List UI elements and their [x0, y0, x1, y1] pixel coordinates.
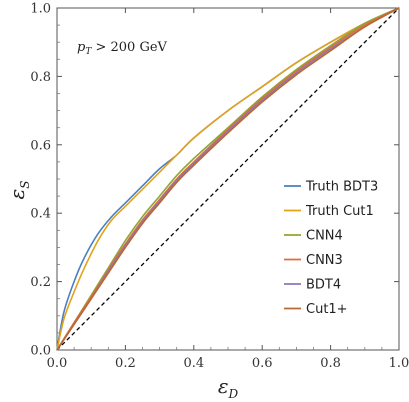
x-tick-label: 0.2 [115, 356, 136, 371]
legend-label-truth-bdt3: Truth BDT3 [305, 180, 378, 195]
series-line-cnn4 [56, 7, 400, 351]
legend-label-truth-cut1: Truth Cut1 [305, 204, 374, 219]
y-tick-labels: 0.0 0.2 0.4 0.6 0.8 1.0 [30, 2, 51, 359]
y-tick-label: 0.8 [30, 70, 51, 85]
legend-label-cnn3: CNN3 [306, 253, 343, 268]
series-line-truth-cut1 [56, 7, 400, 351]
annotation-rest: > 200 GeV [91, 40, 167, 55]
series-lines [56, 7, 400, 351]
series-line-cnn3 [56, 7, 400, 351]
x-tick-labels: 0.0 0.2 0.4 0.6 0.8 1.0 [47, 356, 409, 371]
legend-label-cut1: Cut1+ [306, 302, 348, 317]
pt-cut-annotation: pT > 200 GeV [77, 40, 168, 57]
x-tick-label: 0.0 [47, 356, 68, 371]
series-line-cut1 [56, 7, 400, 351]
x-axis-label-symbol: ε [218, 374, 229, 398]
legend-label-cnn4: CNN4 [306, 229, 343, 244]
legend: Truth BDT3 Truth Cut1 CNN4 CNN3 BDT4 Cut1+ [284, 180, 378, 317]
x-tick-label: 0.4 [183, 356, 204, 371]
y-tick-label: 0.4 [30, 207, 51, 222]
annotation-p: p [77, 40, 86, 55]
annotation-sub: T [85, 47, 92, 57]
y-axis-label-sub: S [18, 181, 32, 189]
y-tick-label: 0.2 [30, 275, 51, 290]
x-tick-label: 1.0 [389, 356, 409, 371]
y-axis-label-symbol: ε [5, 189, 29, 200]
y-tick-label: 0.0 [30, 344, 51, 359]
y-axis-label: εS [5, 181, 32, 200]
y-tick-label: 0.6 [30, 138, 51, 153]
y-tick-label: 1.0 [30, 2, 51, 17]
random-classifier-reference-line [56, 7, 400, 351]
x-axis-label: εD [218, 374, 239, 401]
legend-label-bdt4: BDT4 [306, 278, 341, 293]
x-tick-label: 0.6 [252, 356, 273, 371]
x-tick-label: 0.8 [320, 356, 341, 371]
x-axis-label-sub: D [228, 387, 239, 401]
